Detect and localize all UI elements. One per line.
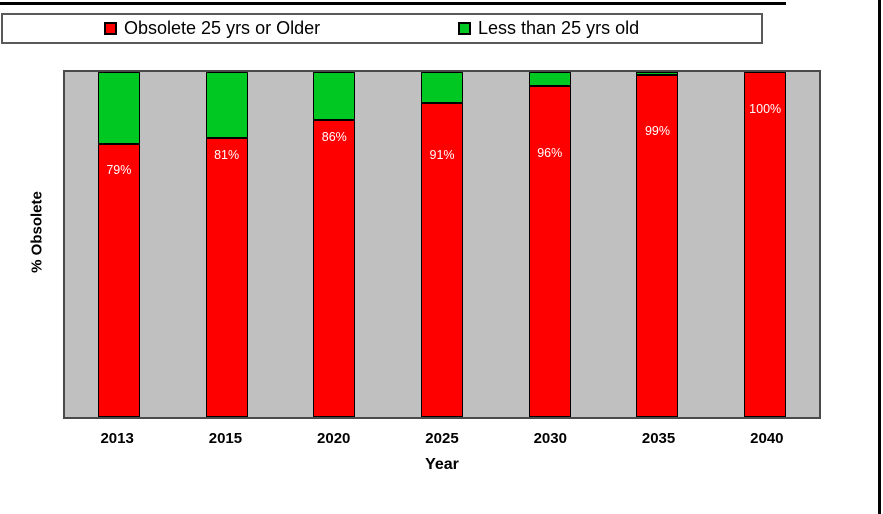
x-axis-title: Year — [425, 456, 459, 473]
bar-segment-obsolete-2015 — [205, 137, 248, 417]
bar-value-label-2030: 96% — [537, 146, 563, 160]
bar-stack-2035 — [636, 72, 679, 417]
bar-segment-less-than-25-2030 — [528, 72, 571, 86]
frame-border-top — [0, 2, 786, 5]
x-tick-label-2040: 2040 — [750, 430, 784, 447]
y-axis-title: % Obsolete — [28, 191, 46, 273]
chart-legend: Obsolete 25 yrs or Older Less than 25 yrs… — [1, 13, 763, 44]
legend-item-label: Less than 25 yrs old — [478, 18, 640, 38]
bar-slot-2030: 96% — [496, 72, 604, 417]
bar-value-label-2035: 99% — [644, 124, 670, 138]
bar-segment-obsolete-2030 — [528, 85, 571, 417]
x-tick-label-2020: 2020 — [317, 430, 351, 447]
bar-segment-less-than-25-2035 — [636, 72, 679, 76]
legend-item-label: Obsolete 25 yrs or Older — [124, 18, 321, 38]
bar-stack-2020 — [313, 72, 356, 417]
bar-slot-2020: 86% — [280, 72, 388, 417]
bar-slot-2035: 99% — [604, 72, 712, 417]
bar-segment-obsolete-2013 — [97, 144, 140, 417]
green-series-swatch-icon — [458, 22, 471, 35]
x-tick-label-2035: 2035 — [641, 430, 676, 447]
bar-stack-2015 — [205, 72, 248, 417]
bar-slot-2015: 81% — [173, 72, 281, 417]
x-axis-tick-labels: 2013 2015 2020 2025 2030 2035 2040 — [63, 430, 821, 447]
bar-stack-2030 — [528, 72, 571, 417]
x-tick-label-2013: 2013 — [100, 430, 134, 447]
bar-value-label-2040: 100% — [749, 102, 782, 116]
bar-stack-2013 — [97, 72, 140, 417]
bar-segment-less-than-25-2025 — [421, 72, 464, 104]
bar-segment-obsolete-2035 — [636, 75, 679, 417]
bar-slot-2025: 91% — [388, 72, 496, 417]
bars-container: 79% 81% 86% 91% 96% 99% 100% — [65, 72, 819, 417]
bar-value-label-2013: 79% — [106, 163, 132, 177]
frame-border-right — [878, 0, 881, 514]
bar-value-label-2025: 91% — [429, 148, 455, 162]
bar-value-label-2020: 86% — [321, 130, 347, 144]
bar-value-label-2015: 81% — [214, 148, 240, 162]
bar-stack-2025 — [421, 72, 464, 417]
bar-segment-less-than-25-2020 — [313, 72, 356, 121]
plot-area: 79% 81% 86% 91% 96% 99% 100% — [63, 70, 821, 419]
red-series-swatch-icon — [104, 22, 117, 35]
x-tick-label-2015: 2015 — [208, 430, 243, 447]
bar-slot-2013: 79% — [65, 72, 173, 417]
legend-item-less-than-25: Less than 25 yrs old — [458, 15, 639, 42]
bar-segment-obsolete-2025 — [421, 103, 464, 417]
bar-stack-2040 — [744, 72, 787, 417]
legend-item-obsolete: Obsolete 25 yrs or Older — [104, 15, 320, 42]
bar-slot-2040: 100% — [711, 72, 819, 417]
bar-segment-obsolete-2040 — [744, 72, 787, 417]
x-tick-label-2030: 2030 — [533, 430, 567, 447]
bar-segment-less-than-25-2013 — [97, 72, 140, 145]
bar-segment-obsolete-2020 — [313, 120, 356, 417]
bar-segment-less-than-25-2015 — [205, 72, 248, 138]
x-tick-label-2025: 2025 — [425, 430, 459, 447]
